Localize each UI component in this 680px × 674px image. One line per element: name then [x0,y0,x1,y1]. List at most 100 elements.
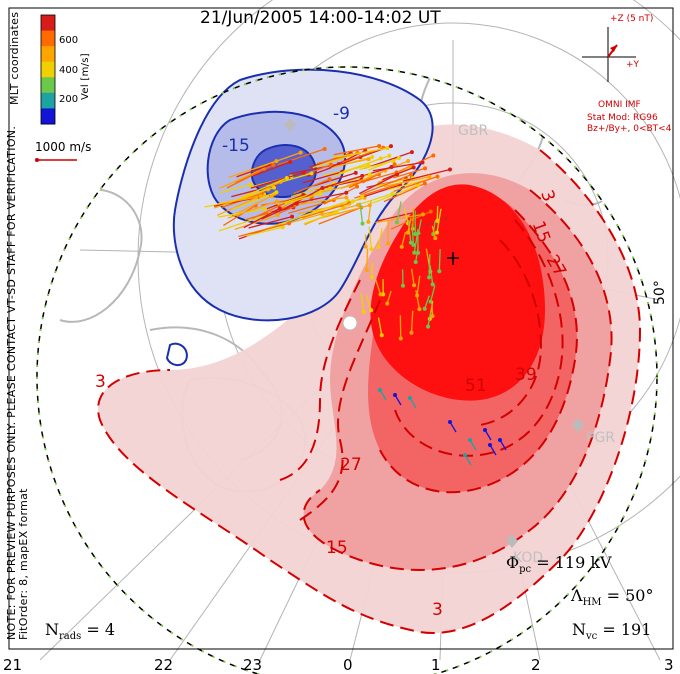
velocity-vector-origin [406,159,411,164]
velocity-vector-origin [468,438,472,442]
imf-by-label: +Y [626,60,640,70]
velocity-vector [424,295,430,309]
velocity-vector-origin [344,190,349,195]
velocity-vector-origin [434,230,439,235]
velocity-vector-origin [248,182,253,187]
velocity-vector [330,158,369,169]
velocity-vector-origin [370,154,375,159]
velocity-vector-origin [290,214,295,219]
colorbar-tick: 600 [59,35,79,46]
cross-polar-potential-value: = 119 kV [536,553,612,572]
velocity-vector [377,317,383,336]
imf-source: OMNI IMF [598,100,641,110]
velocity-vector [438,249,441,272]
velocity-vector [368,226,373,250]
velocity-vector [235,164,274,184]
velocity-vector-origin [427,275,432,280]
velocity-vector-origin [435,174,440,179]
velocity-vector [217,195,261,216]
velocity-vector-origin [399,244,404,249]
radar-marker-kod [506,534,518,548]
velocity-vector [386,290,392,304]
velocity-vector [360,293,365,313]
vector-count-value: = 191 [602,620,652,639]
velocity-vector-origin [409,172,414,177]
velocity-vector [290,182,335,198]
velocity-vector-origin [448,167,453,172]
velocity-vector [407,219,412,243]
mlt-tick-label: 0 [343,656,353,674]
velocity-vector [359,202,364,224]
hmb-latitude: ΛHM = 50° [571,586,654,609]
velocity-vector [429,265,434,285]
velocity-vector [332,147,388,159]
velocity-vector-origin [431,153,436,158]
velocity-vector-origin [420,160,425,165]
velocity-vector [335,174,371,186]
velocity-vector [319,204,370,219]
velocity-vector [227,200,278,219]
colorbar-segment [41,46,55,63]
velocity-vector-origin [417,307,422,312]
velocity-vector-origin [369,247,374,252]
velocity-vector [413,233,419,253]
velocity-vector [234,214,279,231]
velocity-vector [250,172,304,189]
positive-fill-core [370,184,545,401]
velocity-vector [412,207,415,229]
velocity-vector-origin [363,244,368,249]
contour-label: 51 [465,376,487,396]
velocity-vector-origin [443,216,448,221]
velocity-vector [223,204,256,226]
velocity-vector [372,184,419,204]
colorbar-segment [41,92,55,109]
colorbar-segment [41,108,55,125]
velocity-vector-origin [275,213,280,218]
velocity-vector-origin [433,236,438,241]
velocity-vector [218,168,265,189]
sun-marker [342,315,358,331]
velocity-vector [415,290,421,310]
velocity-vector [303,211,337,225]
velocity-vector-origin [395,172,400,177]
radar-label-pgr: PGR [586,430,616,446]
velocity-vector-origin [430,282,435,287]
velocity-vector [348,173,380,189]
velocity-vector-origin [413,231,418,236]
colorbar-tick: 400 [59,65,79,76]
velocity-vector-origin [408,240,413,245]
velocity-vector-origin [393,393,397,397]
contour-label: 27 [340,455,362,475]
velocity-vector-origin [272,185,277,190]
velocity-vector [288,199,334,214]
velocity-vector-origin [385,146,390,151]
velocity-vector [302,171,343,184]
velocity-vector-origin [426,324,431,329]
velocity-vector-origin [398,336,403,341]
vector-count: Nvc = 191 [572,620,652,643]
velocity-vector-origin [498,438,502,442]
velocity-vector-origin [390,191,395,196]
velocity-vector-origin [367,172,372,177]
velocity-vector [291,196,347,207]
radar-marker-pgr [572,418,584,432]
contour-label: 3 [95,372,106,392]
velocity-vector [436,208,442,233]
velocity-vector-origin [366,219,371,224]
velocity-vector [430,285,436,302]
velocity-vector-origin [284,176,289,181]
velocity-vector [298,200,349,218]
colorbar-label: Vel [m/s] [80,53,91,100]
velocity-vector [236,164,271,178]
map-title: 21/Jun/2005 14:00-14:02 UT [200,8,441,28]
hmb-latitude-value: = 50° [606,586,654,605]
velocity-vector [410,310,414,333]
hmb-boundary-dots [36,66,658,674]
colorbar-frame [40,14,56,125]
velocity-vector [415,246,419,263]
positive-potential-cell [97,124,642,634]
velocity-colorbar [41,15,55,125]
mlt-tick-label: 3 [664,656,674,674]
velocity-vector-origin [388,144,393,149]
radar-label-gbr: GBR [458,123,489,139]
